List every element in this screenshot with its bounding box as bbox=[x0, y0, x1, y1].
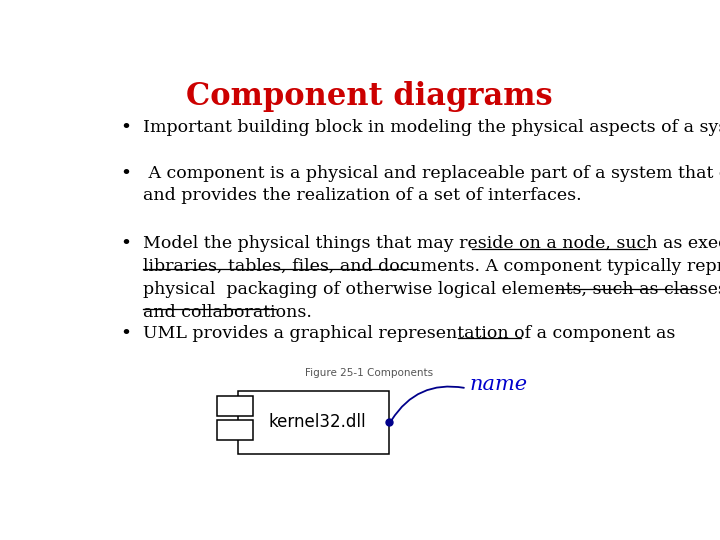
Text: Figure 25-1 Components: Figure 25-1 Components bbox=[305, 368, 433, 379]
Text: A component is a physical and replaceable part of a system that conforms to
and : A component is a physical and replaceabl… bbox=[143, 165, 720, 205]
Text: Component diagrams: Component diagrams bbox=[186, 82, 552, 112]
Text: Model the physical things that may reside on a node, such as executable,
librari: Model the physical things that may resid… bbox=[143, 235, 720, 321]
Bar bbox=[217, 420, 253, 440]
Text: kernel32.dll: kernel32.dll bbox=[269, 414, 366, 431]
Text: •: • bbox=[121, 119, 132, 137]
Text: •: • bbox=[121, 165, 132, 183]
Text: •: • bbox=[121, 235, 132, 253]
Text: UML provides a graphical representation of a component as: UML provides a graphical representation … bbox=[143, 325, 675, 342]
Bar bbox=[238, 391, 389, 454]
Text: Important building block in modeling the physical aspects of a system.: Important building block in modeling the… bbox=[143, 119, 720, 136]
Bar bbox=[217, 396, 253, 416]
Text: name: name bbox=[469, 375, 528, 394]
Text: •: • bbox=[121, 325, 132, 343]
